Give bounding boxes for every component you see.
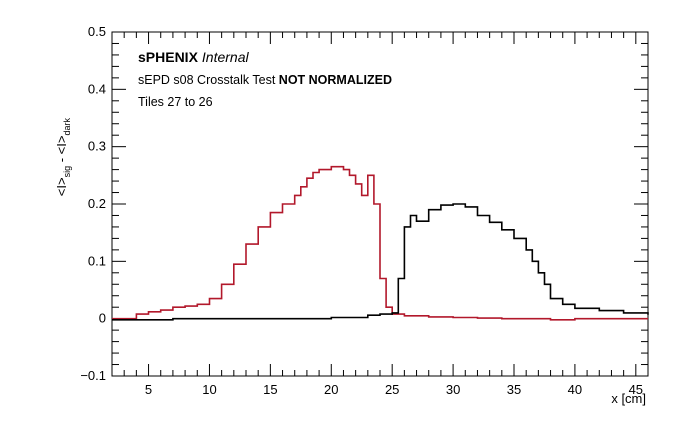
y-axis-title-part1: <I>: [54, 177, 69, 196]
y-tick-label: 0: [99, 311, 106, 326]
annotation-experiment: sPHENIX Internal: [138, 49, 250, 65]
annotation-experiment-name: sPHENIX: [138, 49, 199, 65]
y-axis-title-sep: -: [54, 154, 69, 166]
x-tick-label: 5: [145, 382, 152, 397]
x-tick-label: 20: [324, 382, 338, 397]
series-line-2: [112, 203, 649, 321]
series-layer: [112, 165, 649, 321]
annotation-test-prefix: sEPD s08 Crosstalk Test: [138, 73, 279, 87]
svg-text:<I>sig - <I>dark: <I>sig - <I>dark: [54, 118, 72, 197]
y-tick-label: 0.5: [88, 24, 106, 39]
y-axis-title: <I>sig - <I>dark: [54, 118, 72, 197]
x-axis: 5 10 15 20 25 30 35 40 45: [111, 32, 649, 397]
y-axis: −0.1 0 0.1 0.2 0.3 0.4 0.5: [80, 24, 648, 383]
x-tick-label: 15: [263, 382, 277, 397]
y-tick-label: 0.4: [88, 81, 106, 96]
x-tick-label: 25: [385, 382, 399, 397]
x-axis-title: x [cm]: [611, 391, 646, 406]
y-tick-label: 0.3: [88, 139, 106, 154]
annotation-test-bold: NOT NORMALIZED: [279, 73, 392, 87]
y-tick-label: 0.1: [88, 253, 106, 268]
x-tick-label: 40: [568, 382, 582, 397]
y-tick-label: −0.1: [80, 368, 106, 383]
x-tick-label: 10: [202, 382, 216, 397]
y-axis-title-sub2: dark: [62, 118, 72, 136]
x-tick-label: 30: [446, 382, 460, 397]
x-tick-label: 45: [629, 382, 643, 397]
x-tick-label: 35: [507, 382, 521, 397]
annotation-tiles: Tiles 27 to 26: [138, 95, 213, 109]
y-axis-title-part2: <I>: [54, 136, 69, 155]
y-tick-label: 0.2: [88, 196, 106, 211]
y-axis-title-sub1: sig: [62, 166, 72, 178]
annotation-test: sEPD s08 Crosstalk Test NOT NORMALIZED: [138, 73, 392, 87]
annotation-status: Internal: [202, 49, 250, 65]
series-line-1: [112, 165, 648, 321]
